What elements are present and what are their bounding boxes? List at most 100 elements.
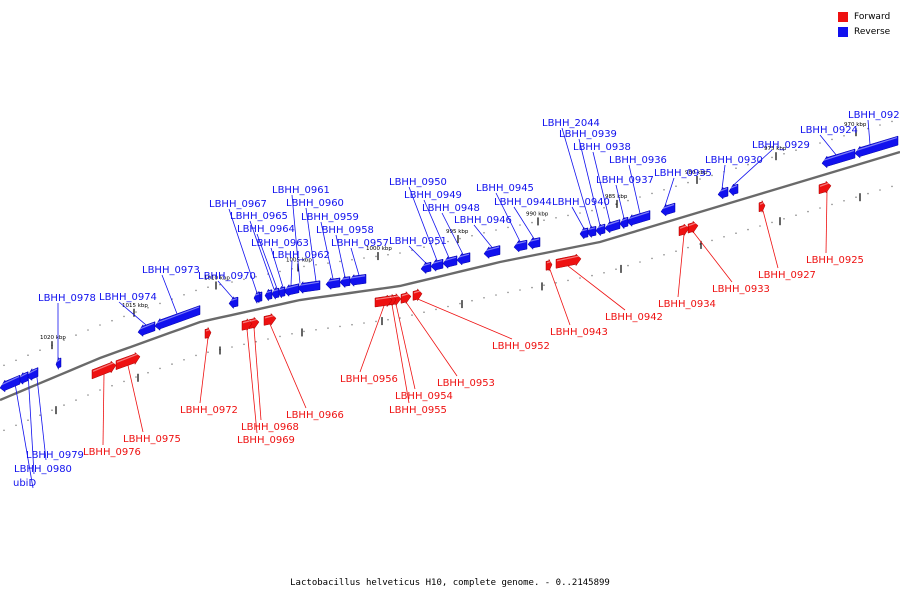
gene-arrow-lbhh-0936[interactable] — [626, 210, 651, 227]
gene-arrow-lbhh-0951[interactable] — [420, 261, 432, 275]
gene-label[interactable]: LBHH_0961 — [272, 185, 330, 196]
gene-label[interactable]: LBHH_0923 — [848, 110, 900, 121]
gene-label[interactable]: LBHH_0969 — [237, 435, 295, 446]
gene-arrow-lbhh-0973[interactable] — [154, 305, 201, 331]
gene-arrow-lbhh-0961[interactable] — [283, 283, 300, 297]
gene-label[interactable]: LBHH_0942 — [605, 312, 663, 323]
gene-arrow-lbhh-0980[interactable] — [17, 371, 29, 385]
gene-arrow-lbhh-0963[interactable] — [271, 287, 280, 300]
gene-arrow-lbhh-0979[interactable] — [26, 367, 39, 381]
gene-label[interactable]: LBHH_0938 — [573, 142, 631, 153]
gene-arrow-lbhh-0927[interactable] — [758, 199, 766, 213]
gene-arrow-lbhh-0962[interactable] — [277, 286, 286, 299]
gene-arrow-lbhh-0925[interactable] — [818, 180, 832, 195]
gene-label[interactable]: LBHH_0945 — [476, 183, 534, 194]
gene-label[interactable]: LBHH_0956 — [340, 374, 398, 385]
gene-arrow-lbhh-0976[interactable] — [91, 360, 117, 380]
gene-arrow-lbhh-0946[interactable] — [483, 245, 501, 260]
gene-arrow-lbhh-0966[interactable] — [263, 312, 277, 326]
gene-label[interactable]: LBHH_0964 — [237, 224, 295, 235]
gene-label[interactable]: LBHH_0980 — [14, 464, 72, 475]
gene-label[interactable]: LBHH_0949 — [404, 190, 462, 201]
gene-arrow-lbhh-2044[interactable] — [586, 224, 597, 239]
gene-arrow-lbhh-0974[interactable] — [137, 321, 156, 337]
gene-label[interactable]: LBHH_0930 — [705, 155, 763, 166]
gene-label[interactable]: LBHH_2044 — [542, 118, 600, 129]
gene-label[interactable]: LBHH_0970 — [198, 271, 256, 282]
gene-label[interactable]: LBHH_0936 — [609, 155, 667, 166]
gene-arrow-lbhh-0978[interactable] — [55, 357, 62, 370]
gene-label[interactable]: LBHH_0953 — [437, 378, 495, 389]
gene-label[interactable]: LBHH_0948 — [422, 203, 480, 214]
gene-arrow-lbhh-0943[interactable] — [545, 258, 553, 272]
gene-arrow-lbhh-0942[interactable] — [555, 253, 582, 269]
gene-arrow-lbhh-0935[interactable] — [660, 202, 676, 217]
gene-label[interactable]: LBHH_0925 — [806, 255, 864, 266]
gene-label[interactable]: LBHH_0960 — [286, 198, 344, 209]
gene-label[interactable]: LBHH_0968 — [241, 422, 299, 433]
gene-label[interactable]: LBHH_0954 — [395, 391, 453, 402]
gene-label[interactable]: LBHH_0957 — [331, 238, 389, 249]
gene-label[interactable]: LBHH_0929 — [752, 140, 810, 151]
gene-label[interactable]: LBHH_0967 — [209, 199, 267, 210]
gene-label[interactable]: LBHH_0976 — [83, 447, 141, 458]
gene-label[interactable]: LBHH_0940 — [552, 197, 610, 208]
gene-arrow-lbhh-0956[interactable] — [374, 294, 393, 308]
gene-arrow-lbhh-0933[interactable] — [687, 220, 699, 234]
gene-arrow-ubid[interactable] — [0, 374, 21, 393]
gene-arrow-lbhh-0969[interactable] — [241, 318, 253, 332]
gene-label[interactable]: LBHH_0979 — [26, 450, 84, 461]
gene-arrow-lbhh-0940[interactable] — [579, 226, 589, 240]
gene-label[interactable]: LBHH_0951 — [389, 236, 447, 247]
gene-label[interactable]: LBHH_0966 — [286, 410, 344, 421]
gene-label[interactable]: LBHH_0965 — [230, 211, 288, 222]
gene-label[interactable]: LBHH_0978 — [38, 293, 96, 304]
gene-arrow-lbhh-0958[interactable] — [339, 275, 351, 289]
gene-label[interactable]: LBHH_0939 — [559, 129, 617, 140]
gene-arrow-lbhh-0967[interactable] — [253, 291, 261, 305]
gene-arrow-lbhh-0937[interactable] — [619, 216, 629, 230]
gene-arrow-lbhh-0923[interactable] — [854, 135, 899, 159]
gene-arrow-lbhh-0930[interactable] — [717, 186, 729, 200]
gene-arrow-lbhh-0944[interactable] — [527, 236, 541, 250]
gene-label[interactable]: LBHH_0959 — [301, 212, 359, 223]
gene-arrow-lbhh-0929[interactable] — [728, 183, 739, 197]
gene-label[interactable]: LBHH_0944 — [494, 197, 552, 208]
gene-arrow-lbhh-0964[interactable] — [264, 288, 273, 302]
gene-arrow-lbhh-0950[interactable] — [430, 258, 444, 272]
gene-label[interactable]: ubiD — [13, 478, 36, 489]
gene-arrow-lbhh-0934[interactable] — [678, 223, 690, 237]
gene-arrow-lbhh-0939[interactable] — [595, 223, 606, 237]
gene-label[interactable]: LBHH_0924 — [800, 125, 858, 136]
gene-arrow-lbhh-0959[interactable] — [325, 277, 341, 291]
gene-label[interactable]: LBHH_0973 — [142, 265, 200, 276]
gene-arrow-lbhh-0975[interactable] — [115, 351, 141, 371]
gene-label[interactable]: LBHH_0962 — [272, 250, 330, 261]
gene-label[interactable]: LBHH_0935 — [654, 168, 712, 179]
gene-arrow-lbhh-0970[interactable] — [228, 295, 239, 310]
gene-arrow-lbhh-0948[interactable] — [456, 252, 471, 266]
gene-label[interactable]: LBHH_0943 — [550, 327, 608, 338]
gene-label[interactable]: LBHH_0937 — [596, 175, 654, 186]
gene-label[interactable]: LBHH_0963 — [251, 238, 309, 249]
gene-label[interactable]: LBHH_0927 — [758, 270, 816, 281]
gene-arrow-lbhh-0945[interactable] — [513, 239, 528, 253]
gene-arrow-lbhh-0968[interactable] — [248, 316, 260, 330]
gene-label[interactable]: LBHH_0972 — [180, 405, 238, 416]
gene-label[interactable]: LBHH_0975 — [123, 434, 181, 445]
gene-label[interactable]: LBHH_0958 — [316, 225, 374, 236]
gene-arrow-lbhh-0924[interactable] — [821, 148, 856, 169]
gene-label[interactable]: LBHH_0933 — [712, 284, 770, 295]
gene-label[interactable]: LBHH_0952 — [492, 341, 550, 352]
gene-arrow-lbhh-0949[interactable] — [442, 255, 458, 269]
gene-arrow-lbhh-0957[interactable] — [348, 273, 367, 287]
gene-arrow-lbhh-0972[interactable] — [204, 326, 212, 340]
gene-label[interactable]: LBHH_0950 — [389, 177, 447, 188]
gene-label[interactable]: LBHH_0934 — [658, 299, 716, 310]
gene-arrow-lbhh-0960[interactable] — [297, 280, 321, 295]
gene-arrow-lbhh-0953[interactable] — [400, 291, 412, 305]
gene-arrow-lbhh-0938[interactable] — [604, 219, 621, 234]
gene-arrow-lbhh-0952[interactable] — [412, 288, 423, 302]
gene-label[interactable]: LBHH_0955 — [389, 405, 447, 416]
gene-label[interactable]: LBHH_0974 — [99, 292, 157, 303]
